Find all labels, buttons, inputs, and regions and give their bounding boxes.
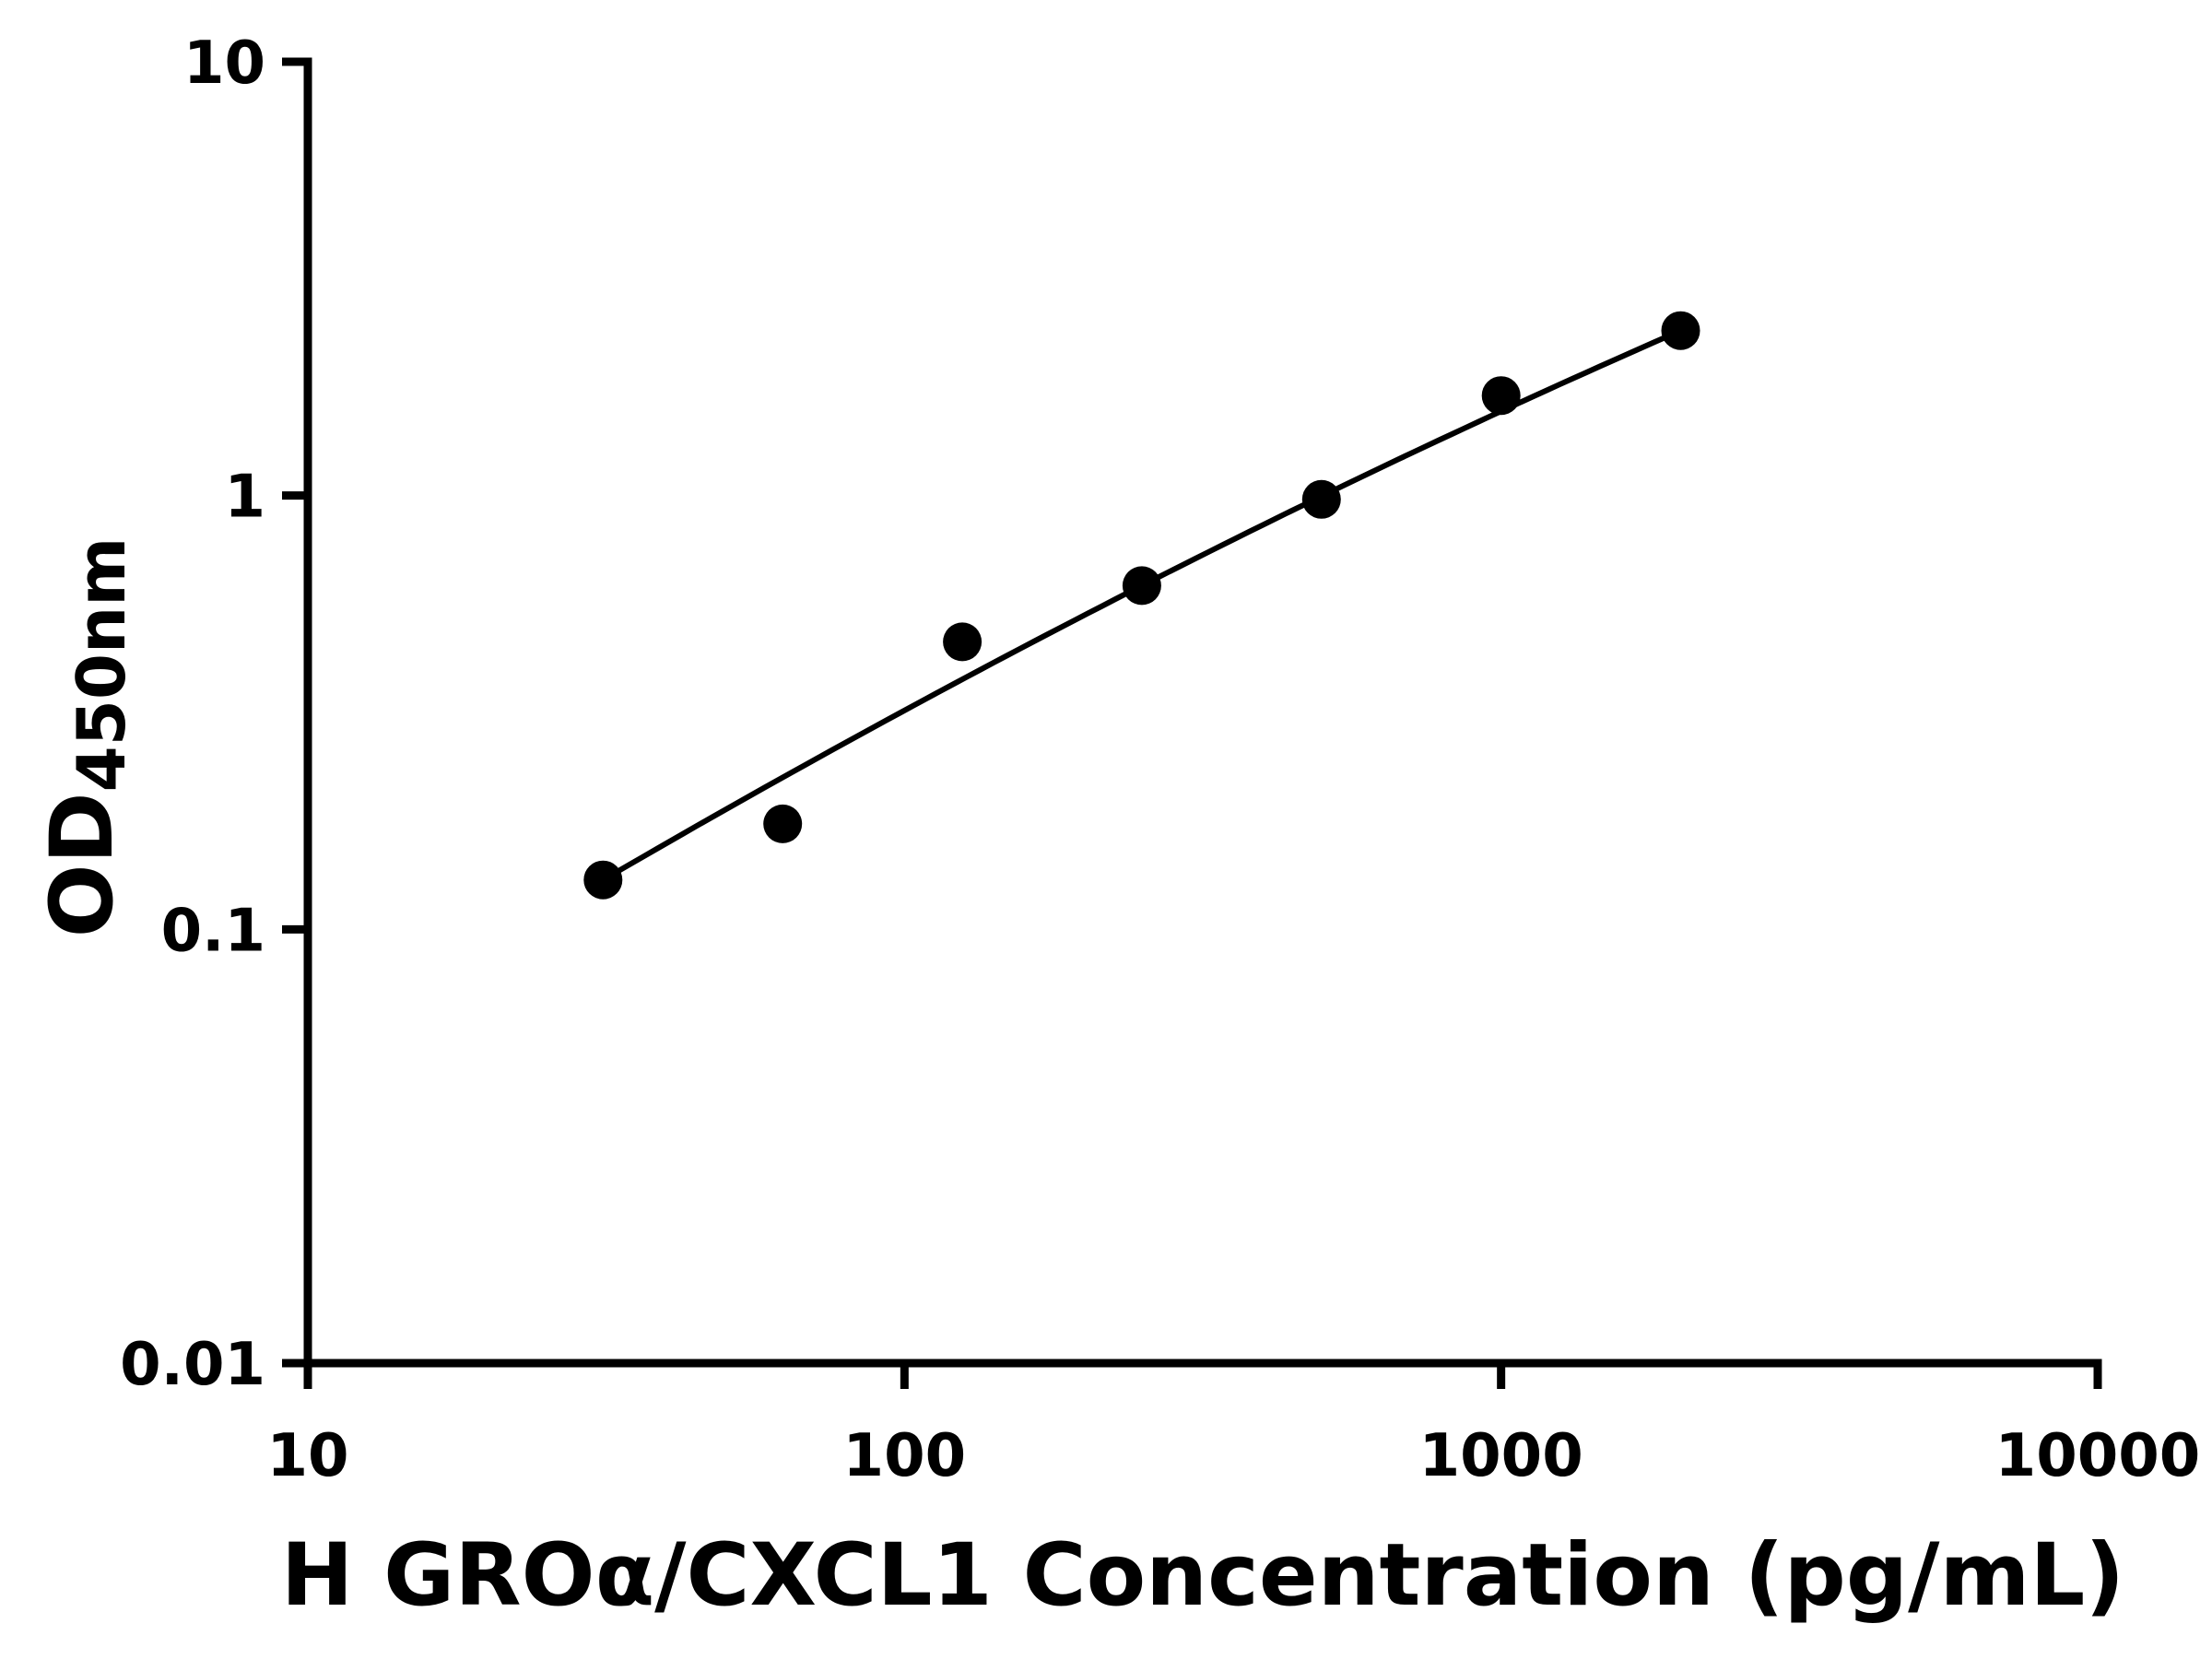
data-point: [1122, 566, 1161, 606]
y-tick-label: 0.1: [161, 897, 265, 965]
y-axis-title: OD450nm: [32, 369, 140, 1106]
data-point: [1661, 311, 1700, 350]
data-point: [763, 804, 803, 843]
y-tick-label: 0.01: [120, 1331, 265, 1399]
data-point: [1481, 376, 1521, 416]
data-point: [583, 860, 623, 900]
y-tick-label: 1: [224, 464, 265, 532]
x-tick-label: 100: [843, 1422, 967, 1490]
x-tick-label: 1000: [1419, 1422, 1583, 1490]
data-point: [1301, 479, 1341, 519]
x-tick-label: 10: [266, 1422, 348, 1490]
y-axis-title-subscript: 450nm: [63, 536, 140, 793]
fit-curve: [601, 327, 1682, 883]
x-axis-title: H GROα/CXCL1 Concentration (pg/mL): [280, 1525, 2125, 1626]
y-axis-title-main: OD: [32, 792, 133, 938]
x-tick-label: 10000: [1995, 1422, 2201, 1490]
axes: [303, 57, 2102, 1368]
y-tick-label: 10: [183, 29, 265, 98]
data-point: [943, 622, 982, 662]
